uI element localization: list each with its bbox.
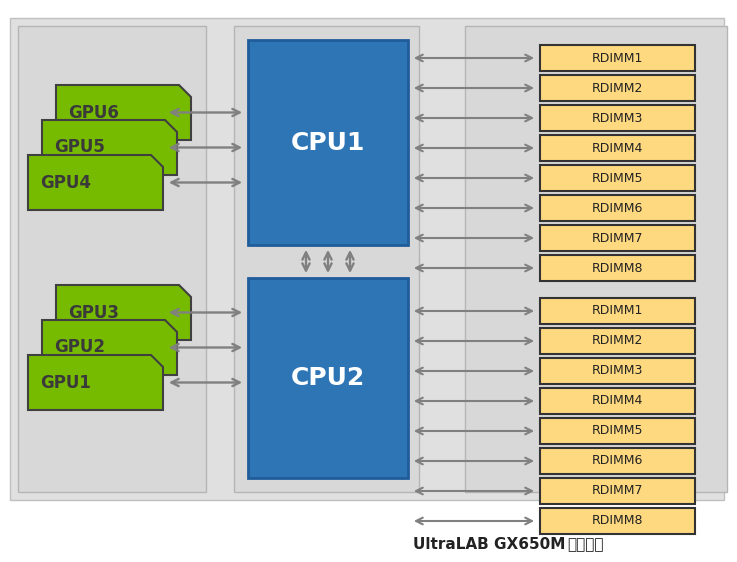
Text: CPU2: CPU2	[291, 366, 365, 390]
Text: RDIMM5: RDIMM5	[592, 424, 643, 437]
Text: RDIMM6: RDIMM6	[592, 455, 643, 468]
FancyBboxPatch shape	[234, 26, 419, 492]
FancyBboxPatch shape	[540, 448, 695, 474]
Text: CPU1: CPU1	[291, 130, 366, 155]
Text: RDIMM3: RDIMM3	[592, 365, 643, 378]
Text: RDIMM3: RDIMM3	[592, 111, 643, 125]
Polygon shape	[56, 85, 191, 140]
FancyBboxPatch shape	[540, 105, 695, 131]
FancyBboxPatch shape	[540, 165, 695, 191]
FancyBboxPatch shape	[540, 478, 695, 504]
Text: 硬件架构: 硬件架构	[567, 537, 604, 552]
FancyBboxPatch shape	[248, 40, 408, 245]
Text: GPU5: GPU5	[54, 138, 105, 156]
Text: RDIMM7: RDIMM7	[592, 484, 643, 497]
Text: RDIMM1: RDIMM1	[592, 305, 643, 318]
Text: RDIMM8: RDIMM8	[592, 514, 643, 528]
FancyBboxPatch shape	[10, 18, 724, 500]
Text: RDIMM1: RDIMM1	[592, 52, 643, 65]
Text: RDIMM7: RDIMM7	[592, 232, 643, 244]
FancyBboxPatch shape	[540, 45, 695, 71]
Polygon shape	[28, 355, 163, 410]
Text: UltraLAB GX650M: UltraLAB GX650M	[413, 537, 565, 552]
FancyBboxPatch shape	[540, 508, 695, 534]
FancyBboxPatch shape	[540, 255, 695, 281]
Text: GPU2: GPU2	[54, 338, 105, 356]
FancyBboxPatch shape	[540, 328, 695, 354]
FancyBboxPatch shape	[540, 388, 695, 414]
FancyBboxPatch shape	[248, 278, 408, 478]
Text: RDIMM2: RDIMM2	[592, 81, 643, 94]
FancyBboxPatch shape	[540, 195, 695, 221]
Text: RDIMM8: RDIMM8	[592, 261, 643, 274]
Text: RDIMM4: RDIMM4	[592, 395, 643, 407]
Text: RDIMM2: RDIMM2	[592, 334, 643, 347]
FancyBboxPatch shape	[540, 358, 695, 384]
Text: GPU4: GPU4	[40, 174, 91, 192]
Text: GPU6: GPU6	[68, 103, 119, 121]
Polygon shape	[28, 155, 163, 210]
FancyBboxPatch shape	[540, 75, 695, 101]
FancyBboxPatch shape	[465, 26, 727, 492]
Polygon shape	[42, 320, 177, 375]
Polygon shape	[42, 120, 177, 175]
Text: RDIMM6: RDIMM6	[592, 202, 643, 215]
FancyBboxPatch shape	[540, 298, 695, 324]
FancyBboxPatch shape	[540, 135, 695, 161]
FancyBboxPatch shape	[540, 225, 695, 251]
Polygon shape	[56, 285, 191, 340]
Text: GPU3: GPU3	[68, 303, 119, 321]
Text: RDIMM5: RDIMM5	[592, 171, 643, 184]
Text: RDIMM4: RDIMM4	[592, 142, 643, 155]
Text: GPU1: GPU1	[40, 374, 91, 392]
FancyBboxPatch shape	[18, 26, 206, 492]
FancyBboxPatch shape	[540, 418, 695, 444]
